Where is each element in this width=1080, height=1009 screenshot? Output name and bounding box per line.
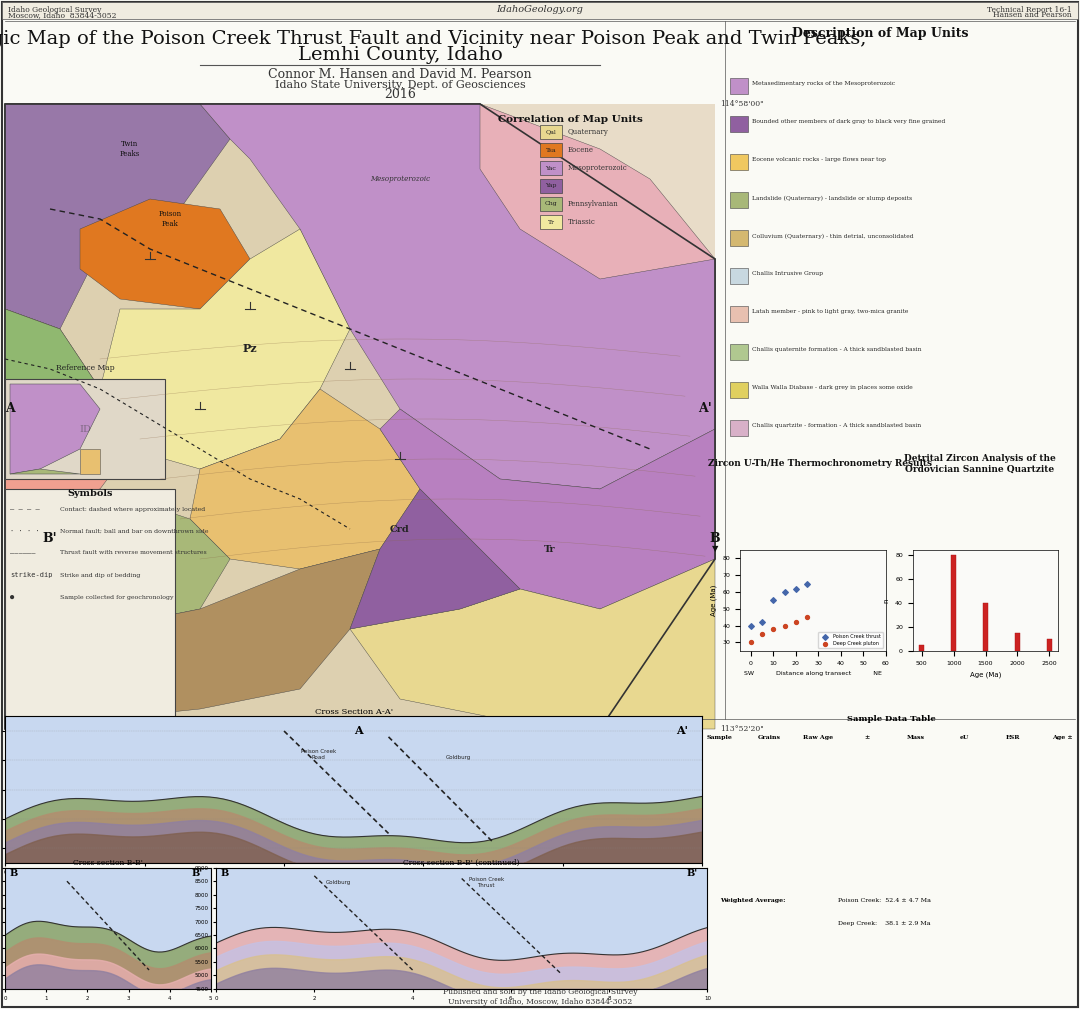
Text: Goldburg: Goldburg <box>446 755 471 760</box>
Text: Metasedimentary rocks of the Mesoproterozoic: Metasedimentary rocks of the Mesoprotero… <box>752 82 895 87</box>
Text: Deep Creek:    38.1 ± 2.9 Ma: Deep Creek: 38.1 ± 2.9 Ma <box>838 921 930 926</box>
Text: 1 km: 1 km <box>381 728 399 734</box>
Text: Description of Map Units: Description of Map Units <box>792 27 969 40</box>
Text: Poison Creek:  52.4 ± 4.7 Ma: Poison Creek: 52.4 ± 4.7 Ma <box>838 898 930 903</box>
Deep Creek pluton <box>765 621 782 637</box>
FancyBboxPatch shape <box>2 2 1078 19</box>
Bar <box>730 230 748 246</box>
Y-axis label: n: n <box>883 598 890 602</box>
Text: B: B <box>221 869 229 878</box>
Text: Lemhi County, Idaho: Lemhi County, Idaho <box>298 46 502 64</box>
Bar <box>540 215 562 229</box>
Text: Yap: Yap <box>545 184 557 189</box>
Text: Idaho State University, Dept. of Geosciences: Idaho State University, Dept. of Geoscie… <box>274 80 525 90</box>
Text: Technical Report 16-1: Technical Report 16-1 <box>987 6 1072 14</box>
Text: Reference Map: Reference Map <box>56 364 114 372</box>
Bar <box>5 489 175 728</box>
Bar <box>730 268 748 284</box>
Text: 113°52'20": 113°52'20" <box>720 725 764 733</box>
Text: IdahoGeology.org: IdahoGeology.org <box>497 5 583 14</box>
Text: Poison Creek
Thrust: Poison Creek Thrust <box>469 877 504 888</box>
Text: Sample: Sample <box>707 735 733 740</box>
Polygon shape <box>100 229 350 469</box>
Deep Creek pluton <box>798 609 815 626</box>
Text: Triassic: Triassic <box>568 218 596 226</box>
Text: ESR: ESR <box>1005 735 1021 740</box>
Text: Correlation of Map Units: Correlation of Map Units <box>498 114 643 123</box>
Text: A': A' <box>676 725 688 737</box>
Text: Sample Data Table: Sample Data Table <box>847 714 935 722</box>
Polygon shape <box>5 716 702 775</box>
Text: Connor M. Hansen and David M. Pearson: Connor M. Hansen and David M. Pearson <box>268 69 531 82</box>
Text: Hansen and Pearson: Hansen and Pearson <box>994 11 1072 19</box>
Polygon shape <box>200 104 715 489</box>
Bar <box>730 192 748 208</box>
Text: Challis quartzite - formation - A thick sandblasted basin: Challis quartzite - formation - A thick … <box>752 424 921 429</box>
Text: Mesoproterozoic: Mesoproterozoic <box>568 164 627 172</box>
X-axis label: SW           Distance along transect           NE: SW Distance along transect NE <box>744 671 881 676</box>
Text: B': B' <box>191 869 202 878</box>
Bar <box>540 143 562 157</box>
Text: Contour Interval 40 Feet
Dotted Lines Represent 20-Foot Contours: Contour Interval 40 Feet Dotted Lines Re… <box>286 735 434 752</box>
Y-axis label: Age (Ma): Age (Ma) <box>711 584 717 616</box>
Polygon shape <box>5 549 380 728</box>
Bar <box>919 645 924 651</box>
Legend: Poison Creek thrust, Deep Creek pluton: Poison Creek thrust, Deep Creek pluton <box>818 632 883 649</box>
Bar <box>983 602 988 651</box>
Polygon shape <box>350 559 715 728</box>
Bar <box>1047 639 1052 651</box>
Bar <box>540 197 562 211</box>
Text: ——————: —————— <box>10 550 36 556</box>
Text: Challis quaternite formation - A thick sandblasted basin: Challis quaternite formation - A thick s… <box>752 347 921 352</box>
Text: Yac: Yac <box>545 165 556 171</box>
Deep Creek pluton <box>777 618 794 634</box>
Text: · · · ·: · · · · <box>10 528 40 534</box>
Text: Pennsylvanian: Pennsylvanian <box>568 200 619 208</box>
Text: A: A <box>5 403 15 416</box>
Deep Creek pluton <box>754 626 771 642</box>
Text: Raw Age: Raw Age <box>802 735 833 740</box>
Poison Creek thrust <box>765 592 782 608</box>
Text: Geologic Map of the Poison Creek Thrust Fault and Vicinity near Poison Peak and : Geologic Map of the Poison Creek Thrust … <box>0 30 866 48</box>
Bar <box>540 125 562 139</box>
Text: Walla Walla Diabase - dark grey in places some oxide: Walla Walla Diabase - dark grey in place… <box>752 385 913 390</box>
Text: Grains: Grains <box>757 735 781 740</box>
Text: Eocene: Eocene <box>568 146 594 154</box>
Poison Creek thrust <box>777 584 794 600</box>
Text: — — — —: — — — — <box>10 506 40 512</box>
Text: Tr: Tr <box>548 220 554 224</box>
Bar <box>730 78 748 94</box>
Text: Age ±: Age ± <box>1052 735 1072 740</box>
Text: Mass: Mass <box>906 735 924 740</box>
Text: B: B <box>10 869 17 878</box>
Text: 114°58'00": 114°58'00" <box>720 100 764 108</box>
Polygon shape <box>10 384 100 474</box>
Text: Detrital Zircon Analysis of the
Ordovician Sannine Quartzite: Detrital Zircon Analysis of the Ordovici… <box>904 454 1056 473</box>
Bar <box>730 116 748 132</box>
Bar <box>730 344 748 360</box>
Text: Chg: Chg <box>544 202 557 207</box>
Polygon shape <box>80 449 100 474</box>
Text: 0: 0 <box>287 728 293 734</box>
Text: ID: ID <box>79 425 91 434</box>
Polygon shape <box>190 389 420 569</box>
Deep Creek pluton <box>742 635 759 651</box>
Bar <box>730 382 748 398</box>
Text: Sample collected for geochronology: Sample collected for geochronology <box>60 594 174 599</box>
Text: Published and sold by the Idaho Geological Survey
University of Idaho, Moscow, I: Published and sold by the Idaho Geologic… <box>443 989 637 1006</box>
Text: ●: ● <box>10 594 14 600</box>
Text: Crd: Crd <box>390 525 410 534</box>
Poison Creek thrust <box>754 614 771 631</box>
Bar <box>1015 633 1020 651</box>
Text: eU: eU <box>960 735 969 740</box>
Bar <box>340 722 390 726</box>
Title: Cross Section A-A': Cross Section A-A' <box>314 707 393 715</box>
Text: A': A' <box>698 403 712 416</box>
Text: Contact: dashed where approximately located: Contact: dashed where approximately loca… <box>60 507 205 512</box>
Text: Tr: Tr <box>544 545 556 554</box>
Text: Mesoproterozoic: Mesoproterozoic <box>370 175 430 183</box>
Text: Weighted Average:: Weighted Average: <box>720 898 785 903</box>
X-axis label: Age (Ma): Age (Ma) <box>970 671 1001 678</box>
Polygon shape <box>80 199 249 309</box>
